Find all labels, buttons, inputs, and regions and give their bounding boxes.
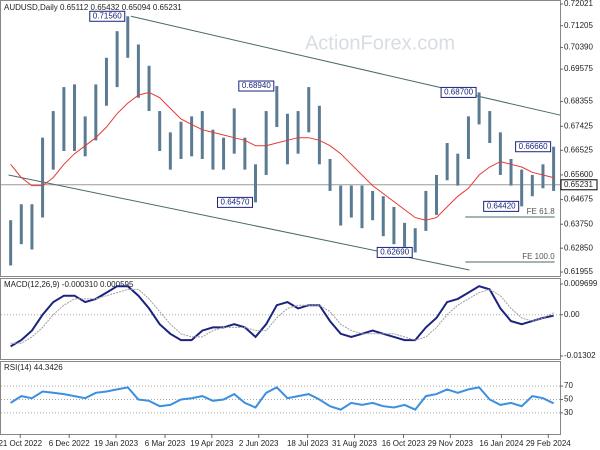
y-tick-label: 0.009699	[564, 279, 598, 288]
macd-title: MACD(12,26,9) -0.000310 0.000595	[4, 280, 134, 289]
last-price-label: 0.65231	[564, 180, 593, 189]
annotation-label: 0.66660	[519, 142, 548, 151]
channel-line	[130, 15, 561, 116]
indicator-line	[10, 386, 555, 411]
x-tick-label: 21 Oct 2022	[0, 439, 43, 448]
indicator-line	[10, 285, 554, 348]
annotation-box	[217, 196, 254, 208]
x-tick-label: 19 Jan 2023	[94, 439, 139, 448]
x-tick-label: 16 Jan 2024	[479, 439, 524, 448]
x-tick-label: 29 Nov 2023	[428, 439, 474, 448]
y-tick-label: 0.68355	[564, 97, 593, 106]
y-tick-label: 30	[564, 408, 573, 417]
annotation-label: 0.68940	[242, 81, 271, 90]
y-tick-label: 0.70390	[564, 43, 593, 52]
x-tick-label: 6 Mar 2023	[145, 439, 186, 448]
y-tick-label: -0.01302	[564, 351, 596, 360]
x-tick-label: 19 Apr 2023	[190, 439, 234, 448]
y-tick-label: 0.61955	[564, 267, 593, 276]
y-tick-label: 0.65600	[564, 170, 593, 179]
indicator-line	[10, 288, 554, 344]
y-tick-label: 0.67425	[564, 121, 593, 130]
x-tick-label: 16 Oct 2023	[382, 439, 426, 448]
annotation-label: 0.64420	[487, 201, 516, 210]
y-tick-label: 0.72021	[564, 0, 593, 8]
annotation-box	[238, 80, 275, 92]
y-tick-label: 0.62850	[564, 243, 593, 252]
watermark: ActionForex.com	[305, 32, 455, 54]
moving-average	[10, 91, 554, 221]
x-tick-label: 6 Dec 2022	[49, 439, 90, 448]
annotation-box	[440, 86, 477, 98]
y-tick-label: 50	[564, 395, 573, 404]
annotation-box	[483, 200, 520, 212]
level-label: FE 61.8	[527, 207, 556, 216]
annotation-box	[89, 10, 126, 22]
y-tick-label: 0.64675	[564, 195, 593, 204]
y-tick-label: 0.66525	[564, 145, 593, 154]
macd-panel	[0, 278, 561, 360]
annotation-label: 0.71560	[93, 11, 122, 20]
x-tick-label: 31 Aug 2023	[332, 439, 377, 448]
annotation-label: 0.64570	[221, 197, 250, 206]
y-tick-label: 0.00	[564, 310, 580, 319]
rsi-title: RSI(14) 44.3426	[4, 363, 63, 372]
annotation-label: 0.62690	[380, 248, 409, 257]
annotation-label: 0.68700	[444, 88, 473, 97]
x-tick-label: 29 Feb 2024	[526, 439, 571, 448]
annotation-box	[376, 246, 413, 258]
annotation-box	[515, 141, 552, 153]
y-tick-label: 0.71205	[564, 21, 593, 30]
y-tick-label: 70	[564, 381, 573, 390]
y-tick-label: 0.63750	[564, 219, 593, 228]
level-label: FE 100.0	[522, 252, 555, 261]
x-tick-label: 2 Jun 2023	[239, 439, 279, 448]
chart-title: AUDUSD,Daily 0.65112 0.65432 0.65094 0.6…	[4, 3, 182, 12]
price-panel	[0, 0, 561, 277]
y-tick-label: 0.69575	[564, 64, 593, 73]
rsi-panel	[0, 361, 561, 435]
last-price-box	[560, 179, 598, 191]
x-tick-label: 18 Jul 2023	[287, 439, 329, 448]
